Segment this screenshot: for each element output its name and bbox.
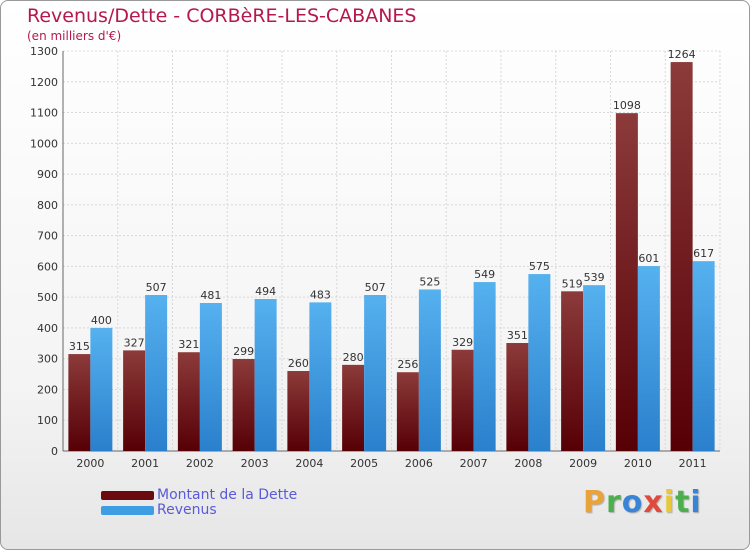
data-label-dette: 519 <box>562 277 583 290</box>
data-label-revenus: 549 <box>474 268 495 281</box>
bar-revenus <box>199 303 222 451</box>
proxiti-logo: Proxiti <box>583 485 702 520</box>
x-tick-label: 2004 <box>295 457 323 470</box>
x-tick-label: 2002 <box>186 457 214 470</box>
bar-revenus <box>692 261 715 451</box>
y-tick-label: 900 <box>37 168 58 181</box>
x-tick-label: 2000 <box>76 457 104 470</box>
chart-subtitle: (en milliers d'€) <box>27 29 122 43</box>
bar-dette <box>615 113 638 452</box>
data-label-revenus: 507 <box>146 281 167 294</box>
x-tick-label: 2008 <box>514 457 542 470</box>
bar-revenus <box>637 266 660 451</box>
logo-letter: o <box>621 485 644 520</box>
logo-letter: t <box>675 485 691 520</box>
data-label-revenus: 539 <box>584 271 605 284</box>
bar-revenus <box>254 299 277 451</box>
legend-item-revenus: Revenus <box>101 502 217 518</box>
legend-swatch-dette <box>101 490 154 500</box>
bar-dette <box>342 364 365 451</box>
data-label-dette: 260 <box>288 357 309 370</box>
data-label-revenus: 483 <box>310 288 331 301</box>
legend-label-revenus: Revenus <box>157 502 217 518</box>
data-label-revenus: 601 <box>638 252 659 265</box>
data-label-dette: 315 <box>69 340 90 353</box>
chart-title: Revenus/Dette - CORBèRE-LES-CABANES <box>27 5 417 27</box>
bar-revenus <box>90 327 113 451</box>
y-tick-label: 300 <box>37 353 58 366</box>
logo-letter: r <box>606 485 622 520</box>
bars-layer <box>68 62 715 452</box>
bar-revenus <box>309 302 332 451</box>
y-tick-label: 1100 <box>30 107 58 120</box>
logo-letter: x <box>643 485 664 520</box>
logo-letter: i <box>663 485 676 520</box>
bar-revenus <box>583 285 606 451</box>
data-label-revenus: 494 <box>255 285 276 298</box>
legend-item-dette: Montant de la Dette <box>101 487 298 503</box>
bar-dette <box>670 62 693 451</box>
data-label-dette: 329 <box>452 336 473 349</box>
x-tick-label: 2001 <box>131 457 159 470</box>
y-tick-label: 1000 <box>30 137 58 150</box>
x-tick-label: 2009 <box>569 457 597 470</box>
data-label-dette: 280 <box>343 351 364 364</box>
bar-revenus <box>145 295 168 451</box>
bar-revenus <box>364 295 387 451</box>
x-tick-label: 2011 <box>679 457 707 470</box>
y-tick-label: 400 <box>37 322 58 335</box>
x-tick-label: 2005 <box>350 457 378 470</box>
data-label-dette: 1098 <box>613 99 641 112</box>
logo-letter: i <box>690 485 702 520</box>
x-tick-label: 2006 <box>405 457 433 470</box>
bar-revenus <box>418 289 441 451</box>
y-tick-label: 0 <box>51 445 58 458</box>
grid-layer <box>62 50 721 452</box>
y-tick-label: 500 <box>37 291 58 304</box>
x-tick-label: 2007 <box>460 457 488 470</box>
legend-label-dette: Montant de la Dette <box>157 487 298 503</box>
data-label-revenus: 525 <box>419 275 440 288</box>
bar-revenus <box>473 282 496 451</box>
data-label-revenus: 400 <box>91 314 112 327</box>
x-tick-label: 2003 <box>241 457 269 470</box>
bar-dette <box>232 359 255 451</box>
data-label-revenus: 507 <box>365 281 386 294</box>
bar-revenus <box>528 274 551 451</box>
bar-dette <box>68 354 91 451</box>
data-label-dette: 256 <box>397 358 418 371</box>
data-label-dette: 1264 <box>668 48 696 61</box>
legend-swatch-revenus <box>101 505 154 515</box>
data-label-revenus: 481 <box>200 289 221 302</box>
y-tick-label: 1300 <box>30 45 58 58</box>
data-label-revenus: 617 <box>693 247 714 260</box>
bar-dette <box>287 371 310 451</box>
data-label-dette: 351 <box>507 329 528 342</box>
bar-dette <box>561 291 584 451</box>
bar-dette <box>396 372 419 451</box>
bar-dette <box>177 352 200 451</box>
labels-layer: 0 100 200 300 400 500 600 700 800 900 1000 1100 1200… <box>30 45 714 470</box>
y-tick-label: 800 <box>37 199 58 212</box>
y-tick-label: 1200 <box>30 76 58 89</box>
data-label-revenus: 575 <box>529 260 550 273</box>
y-tick-label: 100 <box>37 414 58 427</box>
x-tick-label: 2010 <box>624 457 652 470</box>
data-label-dette: 299 <box>233 345 254 358</box>
y-tick-label: 600 <box>37 260 58 273</box>
y-tick-label: 200 <box>37 383 58 396</box>
bar-dette <box>506 343 529 451</box>
bar-dette <box>123 350 146 451</box>
bar-dette <box>451 349 474 451</box>
data-label-dette: 327 <box>124 336 145 349</box>
data-label-dette: 321 <box>178 338 199 351</box>
y-tick-label: 700 <box>37 230 58 243</box>
logo-letter: P <box>583 485 606 520</box>
